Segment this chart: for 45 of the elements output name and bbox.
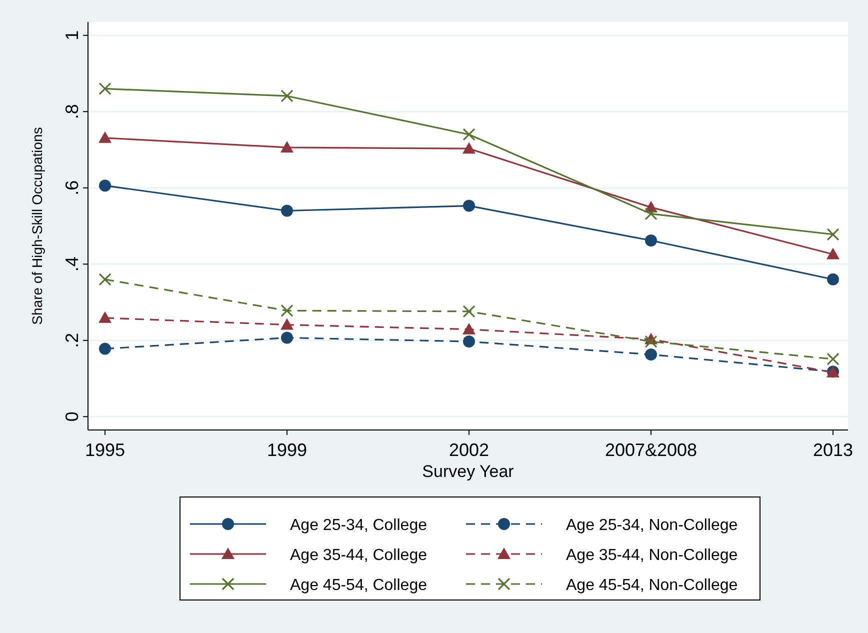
y-tick-label: .2 xyxy=(62,332,82,348)
point xyxy=(826,352,840,366)
point xyxy=(280,304,294,317)
point xyxy=(98,311,112,323)
point xyxy=(462,322,476,334)
point xyxy=(463,336,475,348)
y-tick-label: .4 xyxy=(62,256,82,272)
point xyxy=(645,234,657,246)
point xyxy=(280,140,294,152)
point xyxy=(280,318,294,330)
point xyxy=(98,82,112,96)
x-tick-label: 2007&2008 xyxy=(604,440,698,460)
point xyxy=(99,180,111,192)
legend-label: Age 35-44, College xyxy=(290,547,428,564)
y-tick-label: 0 xyxy=(62,412,82,422)
point xyxy=(462,142,476,154)
point xyxy=(280,90,294,102)
legend-label: Age 25-34, College xyxy=(290,517,428,534)
legend-label: Age 45-54, College xyxy=(290,577,428,594)
point xyxy=(98,131,112,143)
x-tick-label: 1999 xyxy=(266,440,308,460)
y-axis-title: Share of High-Skill Occupations xyxy=(29,127,45,325)
y-tick-label: 1 xyxy=(62,30,82,40)
point xyxy=(281,204,293,217)
point xyxy=(644,335,658,348)
point xyxy=(644,208,658,220)
point xyxy=(98,273,112,286)
x-tick-label: 1995 xyxy=(84,440,126,460)
x-tick-label: 2002 xyxy=(448,440,490,460)
y-tick-label: .6 xyxy=(62,180,82,196)
legend-label: Age 45-54, Non-College xyxy=(566,577,738,594)
x-axis-title: Survey Year xyxy=(422,462,514,481)
point xyxy=(462,305,476,318)
x-tick-label: 2013 xyxy=(812,440,854,460)
legend-label: Age 25-34, Non-College xyxy=(566,517,738,534)
point xyxy=(827,273,839,286)
legend-label: Age 35-44, Non-College xyxy=(566,547,738,564)
point xyxy=(281,332,293,344)
point xyxy=(826,228,840,241)
point xyxy=(645,348,657,360)
point xyxy=(462,128,476,141)
point xyxy=(826,248,840,260)
point xyxy=(99,342,111,355)
y-tick-label: .8 xyxy=(62,104,82,120)
point xyxy=(463,200,475,212)
